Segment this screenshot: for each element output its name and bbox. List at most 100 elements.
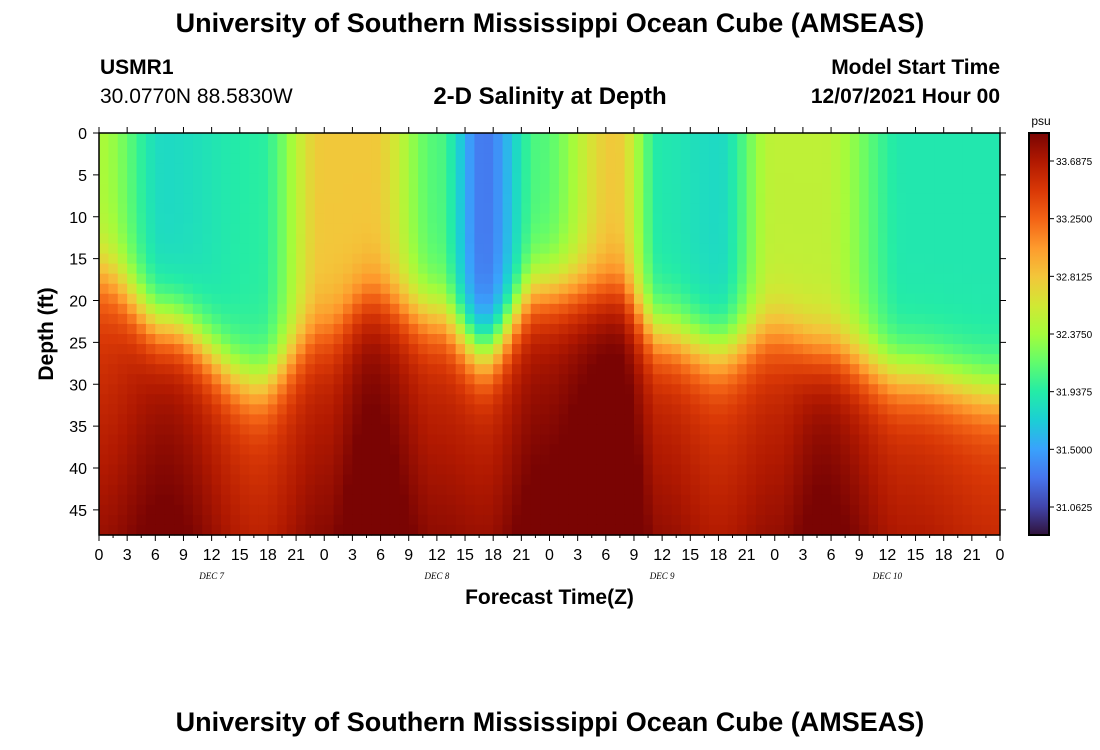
heatmap-cell	[136, 374, 147, 385]
heatmap-cell	[887, 213, 898, 225]
heatmap-cell	[737, 364, 748, 375]
heatmap-cell	[859, 243, 870, 255]
heatmap-cell	[718, 384, 729, 395]
heatmap-cell	[521, 293, 532, 305]
heatmap-cell	[727, 233, 738, 245]
heatmap-cell	[352, 434, 363, 446]
heatmap-cell	[183, 354, 194, 365]
heatmap-cell	[596, 334, 607, 345]
heatmap-cell	[202, 183, 213, 194]
heatmap-cell	[427, 394, 438, 405]
heatmap-cell	[746, 354, 757, 365]
heatmap-cell	[352, 153, 363, 164]
heatmap-cell	[502, 263, 513, 275]
heatmap-cell	[587, 354, 598, 365]
heatmap-cell	[408, 404, 419, 415]
heatmap-cell	[511, 223, 522, 235]
heatmap-cell	[755, 133, 766, 144]
heatmap-cell	[99, 233, 109, 245]
heatmap-cell	[258, 444, 269, 456]
heatmap-cell	[117, 444, 128, 456]
heatmap-cell	[887, 364, 898, 375]
heatmap-cell	[906, 464, 917, 476]
heatmap-cell	[765, 273, 776, 285]
heatmap-cell	[408, 424, 419, 436]
heatmap-cell	[408, 474, 419, 486]
heatmap-cell	[915, 424, 926, 436]
heatmap-cell	[887, 484, 898, 496]
heatmap-cell	[155, 344, 166, 355]
heatmap-cell	[145, 524, 156, 536]
heatmap-cell	[221, 303, 231, 315]
heatmap-cell	[737, 474, 748, 486]
heatmap-cell	[465, 133, 476, 144]
heatmap-cell	[652, 504, 663, 516]
heatmap-cell	[690, 334, 701, 345]
heatmap-cell	[427, 213, 438, 225]
heatmap-cell	[521, 303, 532, 315]
heatmap-cell	[812, 213, 823, 225]
heatmap-cell	[699, 494, 710, 506]
heatmap-cell	[305, 163, 316, 174]
heatmap-cell	[474, 233, 485, 245]
heatmap-cell	[530, 133, 541, 144]
heatmap-cell	[230, 223, 241, 235]
heatmap-cell	[558, 464, 569, 476]
heatmap-cell	[887, 434, 898, 446]
x-tick-label: 0	[996, 547, 1005, 564]
heatmap-cell	[145, 474, 156, 486]
heatmap-cell	[990, 193, 1001, 204]
heatmap-cell	[230, 484, 241, 496]
heatmap-cell	[389, 504, 400, 516]
heatmap-cell	[239, 183, 250, 194]
heatmap-cell	[812, 203, 823, 214]
heatmap-cell	[296, 504, 307, 516]
heatmap-cell	[953, 474, 964, 486]
heatmap-cell	[962, 364, 973, 375]
heatmap-cell	[324, 143, 335, 154]
heatmap-cell	[849, 504, 860, 516]
heatmap-cell	[502, 293, 513, 305]
heatmap-cell	[765, 163, 776, 174]
heatmap-cell	[164, 213, 175, 225]
heatmap-cell	[380, 273, 391, 285]
heatmap-cell	[221, 374, 231, 385]
heatmap-cell	[427, 253, 438, 265]
heatmap-cell	[755, 464, 766, 476]
heatmap-cell	[249, 424, 260, 436]
heatmap-cell	[446, 444, 457, 456]
heatmap-cell	[108, 334, 119, 345]
heatmap-cell	[145, 143, 156, 154]
heatmap-cell	[774, 414, 785, 426]
heatmap-cell	[821, 484, 832, 496]
heatmap-cell	[652, 293, 663, 305]
heatmap-cell	[953, 303, 964, 315]
heatmap-cell	[511, 283, 522, 295]
heatmap-cell	[174, 384, 185, 395]
heatmap-cell	[887, 374, 898, 385]
heatmap-cell	[427, 303, 438, 315]
heatmap-cell	[558, 283, 569, 295]
heatmap-cell	[793, 374, 804, 385]
heatmap-cell	[127, 203, 138, 214]
heatmap-cell	[361, 193, 372, 204]
heatmap-cell	[981, 163, 992, 174]
heatmap-cell	[155, 524, 166, 536]
heatmap-cell	[267, 364, 278, 375]
heatmap-cell	[202, 303, 213, 315]
heatmap-cell	[690, 313, 701, 325]
heatmap-cell	[211, 374, 222, 385]
heatmap-cell	[155, 514, 166, 526]
heatmap-cell	[155, 424, 166, 436]
heatmap-cell	[174, 354, 185, 365]
heatmap-cell	[990, 334, 1001, 345]
heatmap-cell	[915, 233, 926, 245]
heatmap-cell	[389, 424, 400, 436]
heatmap-cell	[953, 434, 964, 446]
heatmap-cell	[436, 173, 447, 184]
heatmap-cell	[896, 344, 907, 355]
heatmap-cell	[108, 233, 119, 245]
heatmap-cell	[502, 223, 513, 235]
heatmap-cell	[849, 334, 860, 345]
heatmap-cell	[277, 223, 288, 235]
